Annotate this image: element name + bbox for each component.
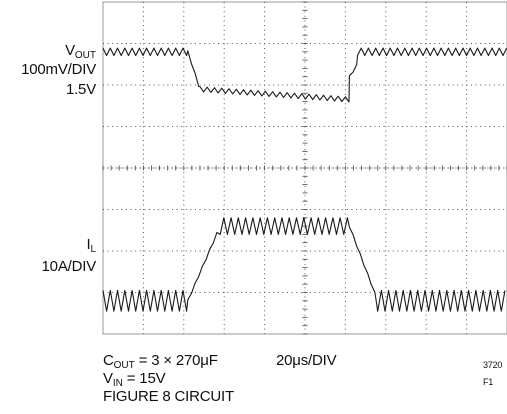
vout-name: V bbox=[65, 42, 75, 59]
cout-value: = 3 × 270μF bbox=[134, 352, 218, 369]
time-scale-label: 20μs/DIV bbox=[276, 352, 337, 369]
vout-scale-label: 100mV/DIV bbox=[21, 61, 96, 78]
vout-label: VOUT bbox=[0, 42, 96, 64]
figure-circuit-label: FIGURE 8 CIRCUIT bbox=[103, 388, 234, 405]
vin-value: = 15V bbox=[122, 370, 166, 387]
trace-il bbox=[102, 217, 506, 312]
il-name: I bbox=[86, 236, 91, 253]
cout-annotation: COUT = 3 × 270μF bbox=[103, 352, 218, 374]
vout-subscript: OUT bbox=[74, 50, 96, 61]
vin-subscript: IN bbox=[112, 378, 123, 389]
il-label: IL bbox=[0, 236, 96, 258]
cout-subscript: OUT bbox=[113, 360, 135, 371]
cout-name: C bbox=[103, 352, 114, 369]
figure-id: 3720 F1 bbox=[483, 360, 503, 387]
vout-offset-label: 1.5V bbox=[65, 81, 96, 98]
il-subscript: L bbox=[90, 244, 96, 255]
il-scale-label: 10A/DIV bbox=[41, 258, 97, 275]
chart-traces bbox=[102, 47, 507, 312]
trace-vout bbox=[102, 47, 507, 103]
vin-annotation: VIN = 15V bbox=[103, 370, 166, 392]
vin-name: V bbox=[103, 370, 113, 387]
